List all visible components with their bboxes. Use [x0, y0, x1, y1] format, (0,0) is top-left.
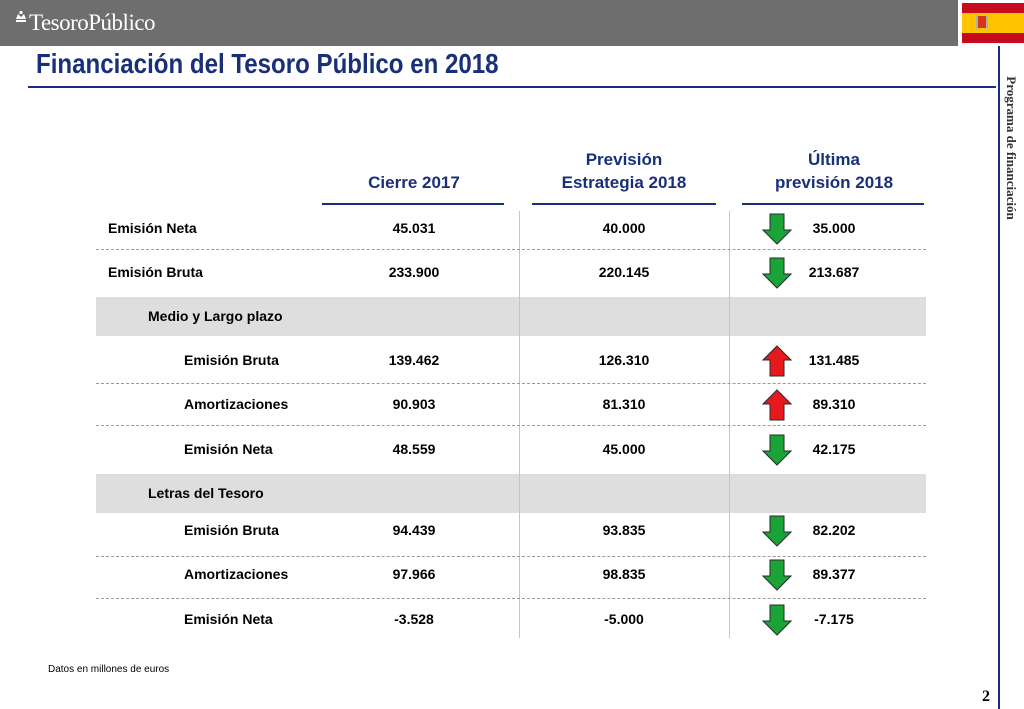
table-cell-value: 97.966: [392, 566, 436, 582]
row-label: Emisión Neta: [184, 441, 273, 457]
table-cell-value: 48.559: [392, 441, 436, 457]
table-cell-value: 45.000: [602, 441, 646, 457]
green-down-arrow-icon: [761, 559, 793, 591]
table-cell-value: 90.903: [392, 396, 436, 412]
column-header-line: Última: [808, 150, 860, 169]
red-up-arrow-icon: [761, 389, 793, 421]
column-header-underline: [742, 203, 924, 205]
table-cell-value: 45.031: [392, 220, 436, 236]
table-cell-value: 220.145: [598, 264, 650, 280]
row-label: Emisión Bruta: [108, 264, 203, 280]
table-cell-value: 81.310: [602, 396, 646, 412]
row-separator: [96, 383, 926, 384]
table-cell-value: 35.000: [812, 220, 856, 236]
table-cell-value: 126.310: [598, 352, 650, 368]
column-header-line: Cierre 2017: [368, 173, 460, 192]
column-header-underline: [532, 203, 716, 205]
table-cell-value: 213.687: [808, 264, 860, 280]
section-label: Medio y Largo plazo: [148, 308, 283, 324]
table-cell-value: 233.900: [388, 264, 440, 280]
table-cell-value: 42.175: [812, 441, 856, 457]
row-separator: [96, 556, 926, 557]
table-cell-value: 89.310: [812, 396, 856, 412]
green-down-arrow-icon: [761, 213, 793, 245]
table-cell-value: 98.835: [602, 566, 646, 582]
table-cell-value: -3.528: [394, 611, 434, 627]
red-up-arrow-icon: [761, 345, 793, 377]
column-header-line: Previsión: [585, 150, 663, 169]
row-separator: [96, 249, 926, 250]
table-cell-value: 40.000: [602, 220, 646, 236]
row-label: Amortizaciones: [184, 566, 289, 582]
page-number: 2: [982, 688, 990, 705]
column-header-line: Estrategia 2018: [561, 173, 687, 192]
column-divider: [519, 211, 520, 638]
section-band: [96, 297, 926, 336]
table-cell-value: 93.835: [602, 522, 646, 538]
table-cell-value: 139.462: [388, 352, 440, 368]
row-label: Emisión Neta: [184, 611, 273, 627]
footnote: Datos en millones de euros: [48, 664, 170, 675]
table-cell-value: -7.175: [814, 611, 854, 627]
row-label: Emisión Bruta: [184, 352, 279, 368]
title-underline: [28, 86, 996, 88]
top-bar: [0, 0, 1024, 46]
logo-text: TesoroPúblico: [29, 10, 156, 35]
column-divider: [729, 211, 730, 638]
column-header: Previsión Estrategia 2018: [524, 148, 724, 194]
column-header: Última previsión 2018: [734, 148, 934, 194]
side-divider: [998, 46, 1000, 709]
row-label: Emisión Bruta: [184, 522, 279, 538]
section-label: Letras del Tesoro: [148, 485, 264, 501]
table-cell-value: 131.485: [808, 352, 860, 368]
crown-icon: [16, 10, 26, 22]
spain-flag-icon: [962, 3, 1024, 43]
column-header-underline: [322, 203, 504, 205]
table-cell-value: 82.202: [812, 522, 856, 538]
page-title: Financiación del Tesoro Público en 2018: [36, 48, 499, 79]
row-label: Emisión Neta: [108, 220, 197, 236]
tesoro-publico-logo: TesoroPúblico: [14, 6, 156, 40]
column-header-line: previsión 2018: [774, 173, 894, 192]
green-down-arrow-icon: [761, 257, 793, 289]
table-cell-value: -5.000: [604, 611, 644, 627]
row-separator: [96, 425, 926, 426]
row-label: Amortizaciones: [184, 396, 289, 412]
section-side-label: Programa de financiación: [1004, 76, 1019, 220]
green-down-arrow-icon: [761, 604, 793, 636]
table-cell-value: 89.377: [812, 566, 856, 582]
green-down-arrow-icon: [761, 515, 793, 547]
row-separator: [96, 598, 926, 599]
section-band: [96, 474, 926, 513]
column-header: Cierre 2017: [314, 171, 514, 194]
table-cell-value: 94.439: [392, 522, 436, 538]
green-down-arrow-icon: [761, 434, 793, 466]
